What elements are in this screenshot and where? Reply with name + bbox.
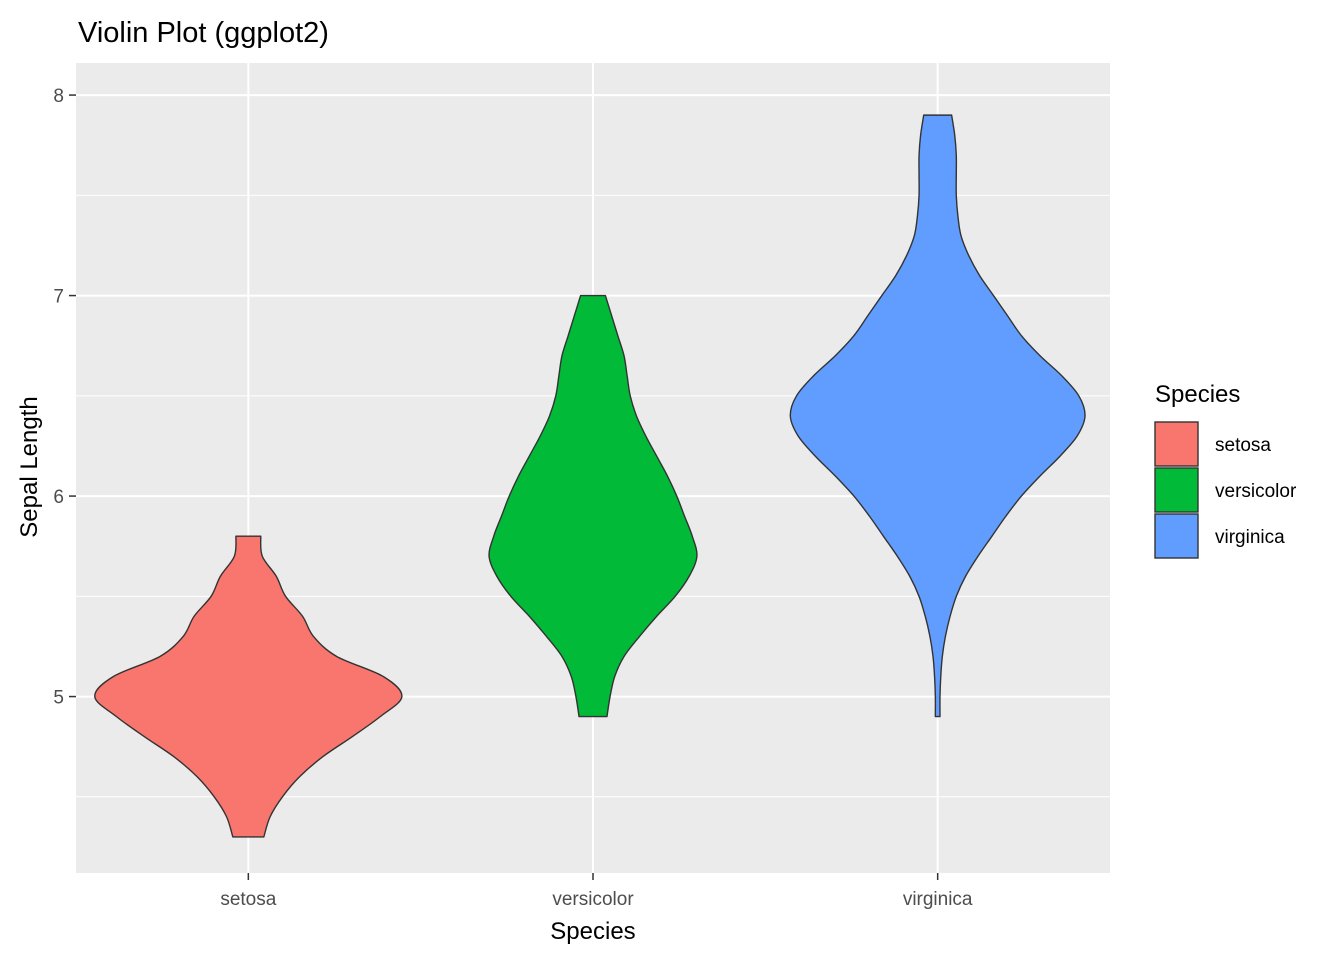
y-tick-label: 7 xyxy=(53,287,64,308)
legend-label-versicolor: versicolor xyxy=(1215,481,1297,502)
legend-label-virginica: virginica xyxy=(1215,527,1285,548)
y-axis: 5 6 7 8 xyxy=(53,86,76,709)
chart-title: Violin Plot (ggplot2) xyxy=(78,17,329,49)
y-tick-label: 6 xyxy=(53,487,64,508)
x-tick-label-setosa: setosa xyxy=(220,889,276,910)
y-tick-label: 5 xyxy=(53,688,64,709)
y-axis-title: Sepal Length xyxy=(16,396,43,537)
legend-key-versicolor xyxy=(1154,467,1199,513)
legend: Species setosa versicolor virginica xyxy=(1154,381,1297,559)
y-tick-label: 8 xyxy=(53,86,64,107)
legend-title: Species xyxy=(1155,381,1240,408)
x-axis: setosa versicolor virginica xyxy=(220,873,973,910)
x-tick-label-virginica: virginica xyxy=(903,889,973,910)
legend-key-setosa xyxy=(1154,421,1199,467)
violin-setosa xyxy=(94,535,403,838)
legend-key-virginica xyxy=(1154,513,1199,559)
x-tick-label-versicolor: versicolor xyxy=(552,889,634,910)
violin-virginica xyxy=(789,114,1086,718)
violins xyxy=(94,114,1086,838)
legend-label-setosa: setosa xyxy=(1215,435,1271,456)
x-axis-title: Species xyxy=(550,918,635,945)
violin-versicolor xyxy=(488,294,698,718)
